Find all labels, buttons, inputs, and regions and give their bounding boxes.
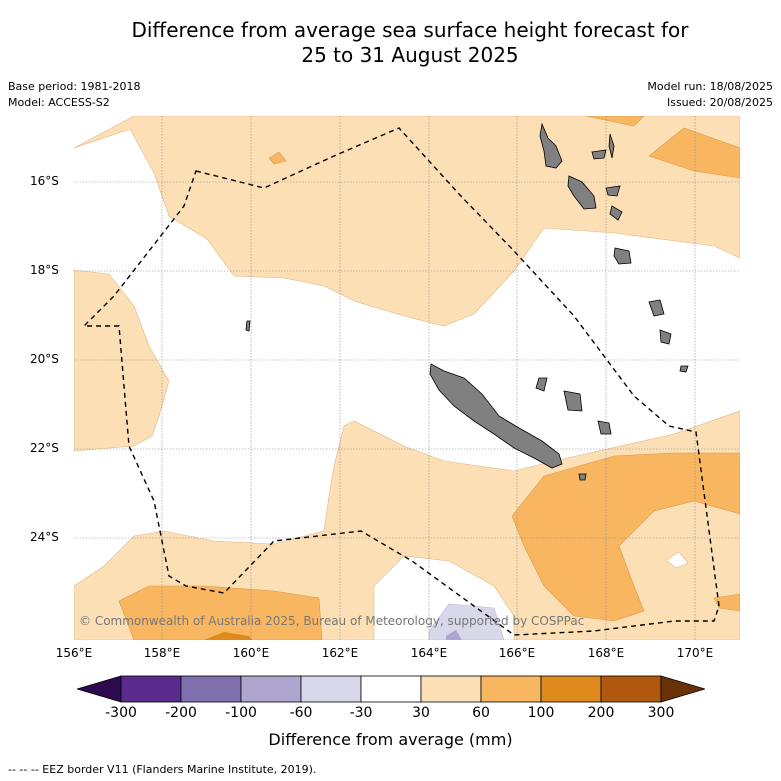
lat-label-16s: 16°S [30,174,59,188]
contour-southwest [118,585,323,640]
lon-label-156e: 156°E [55,646,93,660]
colorbar-extend-high [660,675,707,703]
lat-label-22s: 22°S [30,441,59,455]
colorbar-tick-minus100: -100 [225,705,257,721]
vanuatu-epi [609,205,623,221]
colorbar-title: Difference from average (mm) [268,730,513,749]
colorbar-tick-minus30: -30 [349,705,373,721]
colorbar-segment [360,675,422,703]
lon-label-162e: 162°E [321,646,359,660]
lat-label-20s: 20°S [30,352,59,366]
colorbar-tick-60: 60 [472,705,490,721]
contour-small-north [268,151,287,165]
colorbar-tick-300: 300 [647,705,675,721]
model-text: Model: ACCESS-S2 [8,96,110,109]
copyright-text: © Commonwealth of Australia 2025, Bureau… [79,614,585,628]
map-svg [74,116,740,640]
eez-border [82,127,720,636]
contour-small-pocket [665,551,689,569]
colorbar-tick-minus200: -200 [165,705,197,721]
vanuatu-ambae [591,149,607,160]
graticule [74,116,740,640]
colorbar [75,674,707,708]
colorbar-segment [240,675,302,703]
colorbar-tick-minus60: -60 [289,705,313,721]
vanuatu-erromango [648,299,665,317]
lat-label-24s: 24°S [30,530,59,544]
contour-60-100 [118,116,740,640]
colorbar-tick-30: 30 [412,705,430,721]
chart-title: Difference from average sea surface heig… [80,18,740,68]
issued-text: Issued: 20/08/2025 [666,96,773,109]
colorbar-segment [480,675,542,703]
colorbar-extend-low [75,675,122,703]
lon-label-170e: 170°E [676,646,714,660]
loyalty-lifou [563,390,583,412]
lon-label-158e: 158°E [143,646,181,660]
vanuatu-tanna [659,329,672,345]
meta-right: Model run: 18/08/2025 Issued: 20/08/2025 [647,79,773,111]
base-period-text: Base period: 1981-2018 [8,80,141,93]
vanuatu-maewo [608,133,615,159]
vanuatu-efate [613,247,632,265]
contour-100-200 [204,632,252,640]
colorbar-tick-100: 100 [527,705,555,721]
meta-left: Base period: 1981-2018 Model: ACCESS-S2 [8,79,140,111]
loyalty-mare [597,420,612,435]
contour-southeast [511,452,740,622]
chesterfield-islet [245,320,251,332]
contour-east-edge [713,593,740,612]
eez-footnote: -- -- -- EEZ border V11 (Flanders Marine… [8,763,317,776]
colorbar-tick-200: 200 [587,705,615,721]
walpole-island [578,473,587,481]
vanuatu-espiritu-santo [539,122,563,169]
contour-ne-top [585,116,645,127]
loyalty-ouvea [535,377,548,392]
new-caledonia [429,363,563,469]
contour-ne [648,127,740,179]
lon-label-168e: 168°E [587,646,625,660]
colorbar-svg [75,675,707,703]
colorbar-segment [300,675,362,703]
lat-label-18s: 18°S [30,263,59,277]
colorbar-segment [420,675,482,703]
title-line-2: 25 to 31 August 2025 [301,43,519,67]
colorbar-segments [75,675,707,703]
lon-label-164e: 164°E [410,646,448,660]
lon-label-160e: 160°E [232,646,270,660]
colorbar-segment [120,675,182,703]
colorbar-tick-minus300: -300 [105,705,137,721]
contour-minus-60-100 [446,630,462,640]
model-run-text: Model run: 18/08/2025 [647,80,773,93]
colorbar-segment [540,675,602,703]
land [245,122,689,481]
contour-north [74,116,740,327]
colorbar-segment [600,675,662,703]
vanuatu-ambrym [605,185,621,197]
lon-label-166e: 166°E [498,646,536,660]
map-panel [74,116,740,640]
colorbar-segment [180,675,242,703]
vanuatu-malekula [567,175,597,210]
title-line-1: Difference from average sea surface heig… [131,18,689,42]
hunter-island [679,365,689,373]
